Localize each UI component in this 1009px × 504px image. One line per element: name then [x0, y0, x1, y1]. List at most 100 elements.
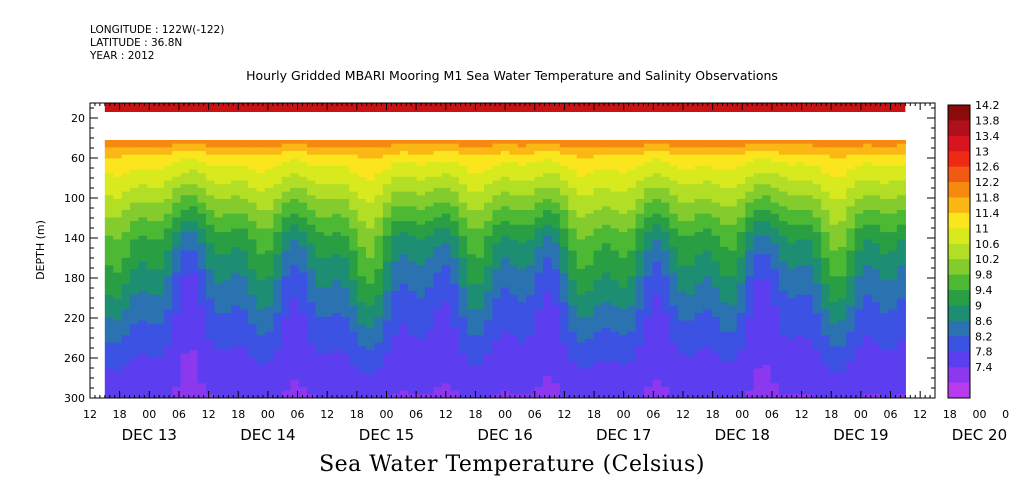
heatmap-cell: [635, 394, 645, 398]
heatmap-cell: [635, 272, 645, 277]
heatmap-cell: [104, 357, 114, 362]
heatmap-cell: [231, 147, 241, 152]
heatmap-cell: [349, 261, 359, 266]
heatmap-cell: [576, 254, 586, 259]
heatmap-cell: [677, 202, 687, 207]
heatmap-cell: [669, 221, 679, 226]
heatmap-cell: [172, 169, 182, 174]
heatmap-cell: [155, 228, 165, 233]
heatmap-cell: [694, 379, 704, 384]
heatmap-cell: [172, 320, 182, 325]
heatmap-cell: [669, 350, 679, 355]
heatmap-cell: [526, 394, 536, 398]
heatmap-cell: [652, 206, 662, 211]
heatmap-cell: [551, 180, 561, 185]
heatmap-cell: [349, 198, 359, 204]
heatmap-cell: [349, 202, 359, 207]
heatmap-cell: [231, 154, 241, 160]
heatmap-cell: [307, 254, 317, 259]
heatmap-cell: [155, 386, 165, 392]
heatmap-cell: [146, 309, 156, 314]
heatmap-cell: [323, 187, 333, 193]
heatmap-cell: [601, 265, 612, 270]
heatmap-cell: [163, 151, 173, 156]
heatmap-cell: [130, 202, 140, 207]
heatmap-cell: [189, 180, 199, 185]
heatmap-cell: [551, 232, 561, 237]
heatmap-cell: [559, 213, 569, 218]
heatmap-cell: [366, 140, 376, 145]
heatmap-cell: [197, 176, 207, 182]
heatmap-cell: [500, 375, 510, 381]
heatmap-cell: [526, 250, 536, 255]
heatmap-cell: [332, 353, 342, 359]
heatmap-cell: [391, 280, 401, 285]
heatmap-cell: [425, 217, 435, 222]
heatmap-cell: [172, 294, 182, 300]
heatmap-cell: [273, 339, 283, 344]
heatmap-cell: [138, 143, 148, 148]
heatmap-cell: [366, 375, 376, 381]
heatmap-cell: [576, 280, 586, 285]
heatmap-cell: [703, 140, 713, 145]
heatmap-cell: [163, 331, 173, 336]
heatmap-cell: [197, 394, 207, 398]
heatmap-cell: [113, 305, 123, 311]
heatmap-cell: [130, 309, 140, 314]
heatmap-cell: [374, 184, 384, 189]
heatmap-cell: [551, 364, 561, 370]
heatmap-cell: [601, 232, 612, 237]
heatmap-cell: [517, 217, 527, 222]
heatmap-cell: [568, 221, 578, 226]
heatmap-cell: [694, 313, 704, 318]
heatmap-cell: [163, 309, 173, 314]
heatmap-cell: [382, 353, 392, 359]
heatmap-cell: [425, 368, 435, 373]
heatmap-cell: [593, 187, 603, 193]
heatmap-cell: [635, 357, 645, 362]
heatmap-cell: [618, 165, 628, 171]
heatmap-cell: [273, 353, 283, 359]
heatmap-cell: [559, 368, 569, 373]
heatmap-cell: [248, 158, 258, 163]
heatmap-cell: [264, 257, 274, 263]
heatmap-cell: [256, 309, 266, 314]
heatmap-cell: [239, 217, 249, 222]
heatmap-cell: [677, 331, 687, 336]
heatmap-cell: [121, 272, 131, 277]
heatmap-cell: [130, 257, 140, 263]
heatmap-cell: [205, 327, 215, 333]
heatmap-cell: [214, 221, 224, 226]
heatmap-cell: [543, 386, 553, 392]
heatmap-cell: [408, 191, 418, 196]
heatmap-cell: [332, 165, 342, 171]
heatmap-cell: [644, 265, 654, 270]
heatmap-cell: [264, 232, 274, 237]
heatmap-cell: [222, 294, 232, 300]
heatmap-cell: [197, 221, 207, 226]
heatmap-cell: [146, 221, 156, 226]
heatmap-cell: [669, 165, 679, 171]
heatmap-cell: [138, 265, 148, 270]
heatmap-cell: [222, 261, 232, 266]
heatmap-cell: [441, 246, 451, 252]
heatmap-cell: [298, 309, 308, 314]
heatmap-cell: [475, 298, 485, 303]
heatmap-cell: [172, 342, 182, 347]
heatmap-cell: [627, 217, 637, 222]
heatmap-cell: [526, 151, 536, 156]
heatmap-cell: [450, 195, 460, 200]
chart-title: Hourly Gridded MBARI Mooring M1 Sea Wate…: [246, 68, 778, 83]
heatmap-cell: [357, 176, 367, 182]
heatmap-cell: [197, 335, 207, 340]
heatmap-cell: [458, 368, 468, 373]
heatmap-cell: [627, 261, 637, 266]
heatmap-cell: [694, 169, 704, 174]
heatmap-cell: [500, 261, 510, 266]
heatmap-cell: [155, 206, 165, 211]
heatmap-cell: [382, 198, 392, 204]
heatmap-cell: [543, 228, 553, 233]
heatmap-cell: [307, 372, 317, 377]
heatmap-cell: [660, 162, 671, 167]
heatmap-cell: [366, 180, 376, 185]
